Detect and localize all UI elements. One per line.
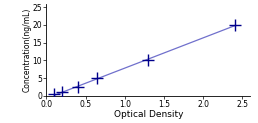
Y-axis label: Concentration(ng/mL): Concentration(ng/mL) <box>22 8 31 92</box>
Point <box>146 60 150 62</box>
X-axis label: Optical Density: Optical Density <box>114 110 183 120</box>
Point <box>60 91 64 93</box>
Point <box>232 24 237 26</box>
Point <box>76 86 80 88</box>
Point <box>52 93 56 95</box>
Point <box>95 77 100 79</box>
